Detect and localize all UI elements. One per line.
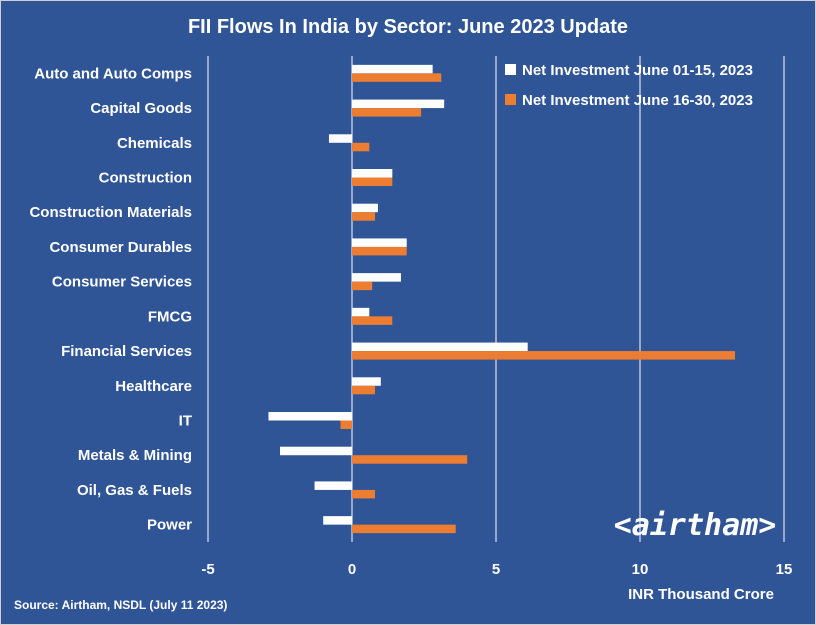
x-tick-labels: -5 0 5 10 15: [201, 561, 792, 578]
bar-series-1: [352, 203, 378, 213]
x-tick-label: -5: [201, 561, 214, 578]
gridlines: [207, 56, 785, 542]
bar-series-2: [352, 281, 373, 291]
bar-series-2: [352, 385, 376, 395]
bar-series-1: [352, 342, 528, 352]
bar-series-2: [352, 142, 370, 152]
bar-series-1: [352, 99, 445, 109]
x-axis-title: INR Thousand Crore: [628, 586, 774, 603]
category-label: Capital Goods: [90, 100, 192, 117]
bar-series-2: [352, 455, 468, 464]
x-tick-label: 15: [776, 561, 793, 578]
bar-series-1: [352, 64, 433, 74]
bars: [268, 64, 736, 534]
legend-swatch-series-2: [505, 94, 516, 105]
x-tick-label: 0: [348, 561, 356, 578]
category-label: Metals & Mining: [78, 447, 192, 464]
bar-series-2: [352, 73, 442, 82]
bar-series-2: [352, 108, 422, 117]
x-tick-label: 10: [632, 561, 649, 578]
category-label: Chemicals: [117, 135, 192, 152]
category-label: FMCG: [148, 308, 192, 325]
legend-swatch-series-1: [505, 64, 516, 75]
bar-series-2: [352, 177, 393, 186]
category-label: IT: [179, 413, 192, 430]
bar-series-2: [352, 212, 376, 221]
category-label: Healthcare: [115, 378, 192, 395]
category-label: Financial Services: [61, 343, 192, 360]
bar-series-1: [323, 516, 352, 525]
chart-title: FII Flows In India by Sector: June 2023 …: [188, 16, 628, 38]
airtham-logo: <airtham>: [614, 508, 777, 543]
bar-series-1: [328, 134, 352, 143]
bar-series-2: [352, 524, 456, 534]
bar-series-1: [352, 307, 370, 317]
legend-label-series-1: Net Investment June 01-15, 2023: [522, 62, 753, 79]
category-label: Construction Materials: [29, 204, 192, 221]
category-label: Auto and Auto Comps: [34, 65, 192, 82]
category-label: Oil, Gas & Fuels: [77, 482, 192, 499]
category-label: Consumer Services: [52, 274, 192, 291]
bar-series-2: [340, 420, 352, 429]
bar-series-1: [268, 412, 352, 421]
category-labels: Auto and Auto Comps Capital Goods Chemical…: [29, 65, 192, 533]
bar-series-1: [314, 481, 352, 490]
legend-label-series-2: Net Investment June 16-30, 2023: [522, 92, 753, 109]
bar-series-1: [352, 377, 381, 386]
bar-series-1: [352, 169, 393, 178]
category-label: Construction: [99, 170, 192, 187]
bar-series-2: [352, 246, 407, 256]
bar-series-2: [352, 316, 393, 325]
category-label: Power: [147, 517, 192, 534]
bar-series-2: [352, 351, 736, 360]
bar-series-1: [352, 238, 407, 247]
bar-series-1: [280, 446, 352, 456]
x-tick-label: 5: [492, 561, 500, 578]
legend: Net Investment June 01-15, 2023 Net Inve…: [505, 62, 753, 109]
bar-series-1: [352, 273, 401, 282]
bar-series-2: [352, 489, 376, 499]
category-label: Consumer Durables: [49, 239, 192, 256]
source-note: Source: Airtham, NSDL (July 11 2023): [14, 598, 227, 612]
